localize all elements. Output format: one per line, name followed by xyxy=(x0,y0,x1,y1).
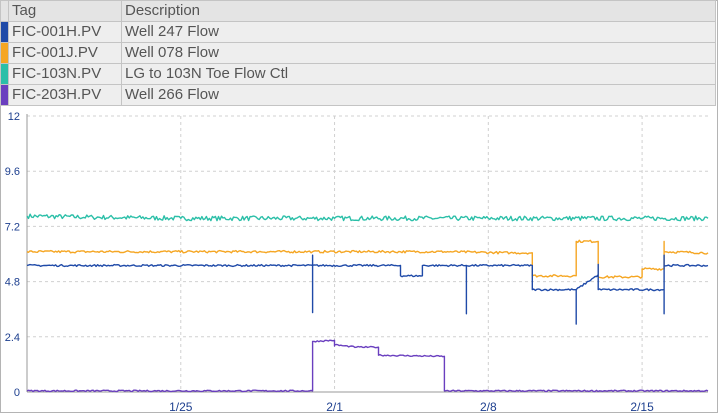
x-tick-label: 2/8 xyxy=(480,400,497,413)
legend-description: LG to 103N Toe Flow Ctl xyxy=(121,63,716,85)
x-tick-label: 2/1 xyxy=(326,400,343,413)
y-tick-label: 7.2 xyxy=(5,221,20,233)
y-tick-label: 9.6 xyxy=(5,166,20,178)
x-axis: 1/25 2/1 2/8 2/15 xyxy=(169,400,654,413)
legend-swatch xyxy=(1,64,8,84)
line-chart[interactable]: 0 2.4 4.8 7.2 9.6 12 1/25 2/1 2/8 2/15 xyxy=(0,108,718,413)
y-axis: 0 2.4 4.8 7.2 9.6 12 xyxy=(5,111,20,399)
y-tick-label: 4.8 xyxy=(5,277,20,289)
legend-swatch xyxy=(1,85,8,105)
legend-table: Tag Description FIC-001H.PV Well 247 Flo… xyxy=(0,0,716,106)
legend-tag: FIC-001J.PV xyxy=(8,42,122,64)
series-line-FIC-203H.PV[interactable] xyxy=(26,339,709,393)
series-group xyxy=(26,213,709,393)
legend-row[interactable]: FIC-103N.PV LG to 103N Toe Flow Ctl xyxy=(0,63,716,85)
legend-tag: FIC-203H.PV xyxy=(8,84,122,106)
legend-header-swatch xyxy=(0,0,9,22)
legend-header-row: Tag Description xyxy=(0,0,716,22)
legend-header-description[interactable]: Description xyxy=(121,0,716,22)
series-line-FIC-001J.PV[interactable] xyxy=(26,239,709,279)
legend-tag: FIC-001H.PV xyxy=(8,21,122,43)
series-line-FIC-001H.PV[interactable] xyxy=(26,254,709,325)
grid xyxy=(26,114,708,393)
legend-header-tag[interactable]: Tag xyxy=(8,0,122,22)
series-line-FIC-103N.PV[interactable] xyxy=(26,213,709,222)
legend-swatch xyxy=(1,22,8,42)
x-tick-label: 1/25 xyxy=(169,400,193,413)
x-tick-label: 2/15 xyxy=(630,400,654,413)
legend-swatch xyxy=(1,43,8,63)
legend-row[interactable]: FIC-001J.PV Well 078 Flow xyxy=(0,42,716,64)
legend-description: Well 247 Flow xyxy=(121,21,716,43)
legend-description: Well 078 Flow xyxy=(121,42,716,64)
legend-description: Well 266 Flow xyxy=(121,84,716,106)
y-tick-label: 2.4 xyxy=(5,332,20,344)
y-tick-label: 12 xyxy=(8,111,20,123)
legend-row[interactable]: FIC-203H.PV Well 266 Flow xyxy=(0,84,716,106)
y-tick-label: 0 xyxy=(14,387,20,399)
legend-row[interactable]: FIC-001H.PV Well 247 Flow xyxy=(0,21,716,43)
legend-tag: FIC-103N.PV xyxy=(8,63,122,85)
